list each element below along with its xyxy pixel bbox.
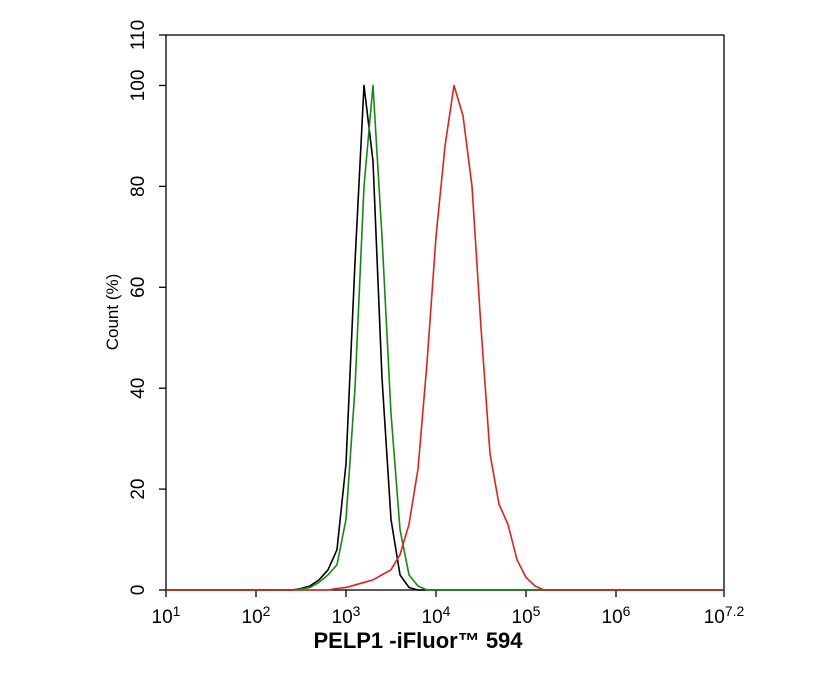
x-tick-label: 105 (512, 603, 541, 628)
x-tick-label: 103 (332, 603, 361, 628)
x-tick-base: 10 (152, 607, 173, 628)
y-tick-label: 20 (128, 479, 149, 500)
x-tick-base: 10 (422, 607, 443, 628)
x-tick-exponent: 7.2 (725, 603, 745, 619)
x-tick-label: 102 (242, 603, 271, 628)
y-tick-label: 80 (128, 176, 149, 197)
y-tick-label: 110 (128, 20, 149, 50)
x-tick-label: 106 (602, 603, 631, 628)
x-tick-base: 10 (242, 607, 263, 628)
x-tick-base: 10 (602, 607, 623, 628)
y-axis-label: Count (%) (103, 274, 122, 351)
x-tick-exponent: 5 (533, 603, 541, 619)
x-tick-base: 10 (332, 607, 353, 628)
histogram-line (166, 84, 724, 591)
x-tick-exponent: 4 (443, 603, 451, 619)
x-tick-exponent: 1 (173, 603, 181, 619)
x-tick-base: 10 (512, 607, 533, 628)
x-tick-exponent: 2 (263, 603, 271, 619)
x-tick-label: 104 (422, 603, 451, 628)
x-tick-label: 107.2 (704, 603, 745, 628)
y-tick-label: 100 (128, 70, 149, 102)
x-tick-exponent: 3 (353, 603, 361, 619)
x-axis-label: PELP1 -iFluor™ 594 (313, 628, 523, 653)
plot-frame (165, 34, 725, 591)
histogram-line (166, 84, 724, 591)
x-tick-label: 101 (152, 603, 181, 628)
y-tick-label: 60 (128, 277, 149, 298)
x-tick-base: 10 (704, 607, 725, 628)
y-tick-label: 40 (128, 378, 149, 399)
x-tick-exponent: 6 (623, 603, 631, 619)
y-tick-label: 0 (128, 585, 149, 596)
histogram-line (166, 84, 724, 591)
